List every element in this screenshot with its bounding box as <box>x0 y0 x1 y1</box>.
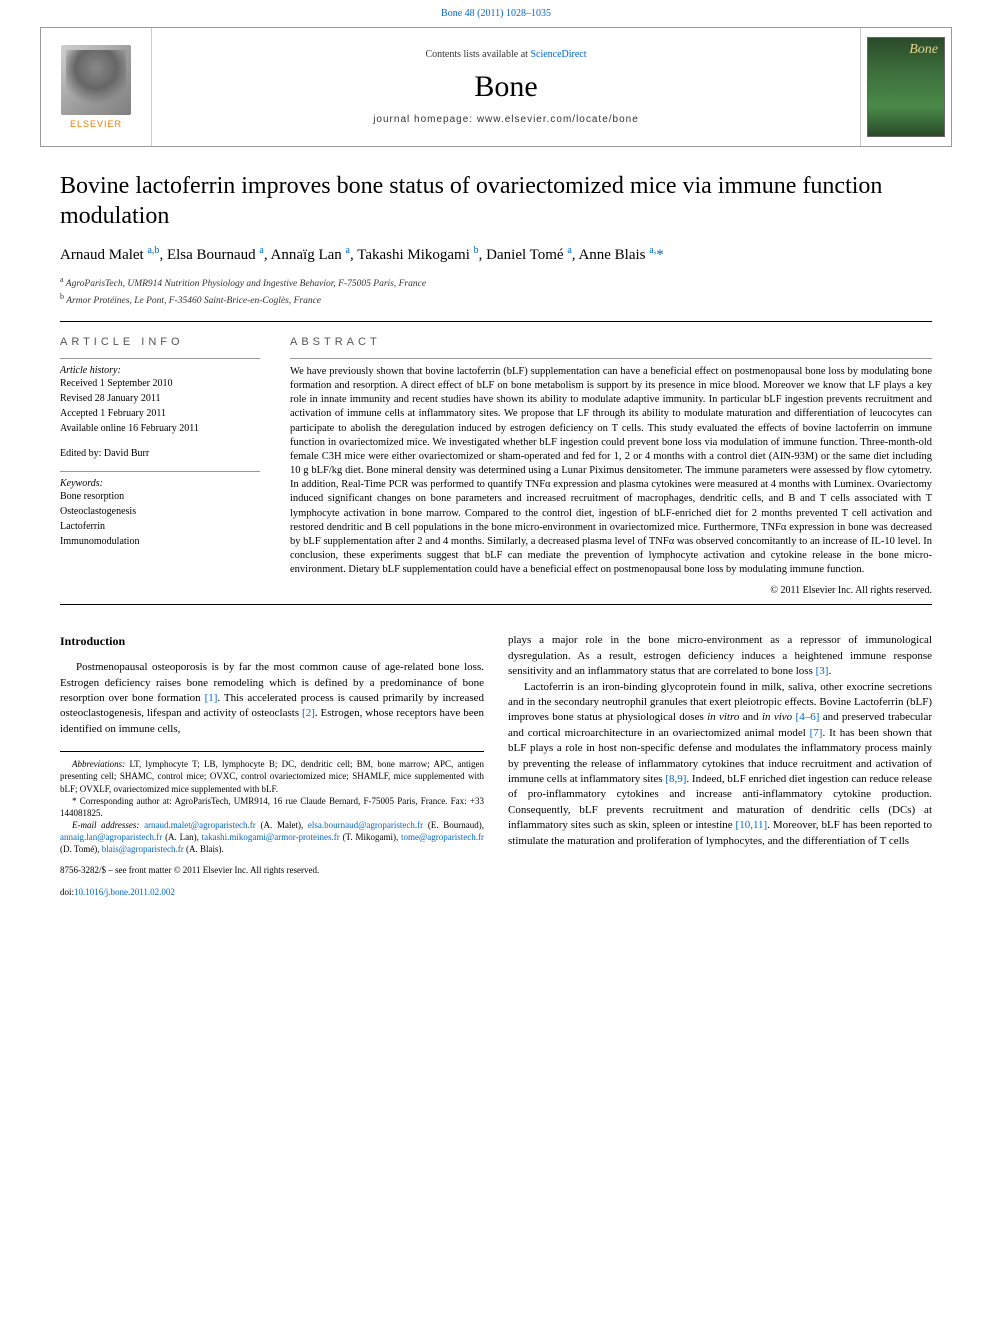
history-received: Received 1 September 2010 <box>60 376 260 391</box>
article-info-heading: ARTICLE INFO <box>60 336 260 348</box>
sciencedirect-link[interactable]: ScienceDirect <box>530 49 586 60</box>
publisher-name: ELSEVIER <box>70 119 122 129</box>
email-who: (E. Bournaud), <box>428 820 484 830</box>
abstract-text: We have previously shown that bovine lac… <box>290 358 932 578</box>
publisher-logo: ELSEVIER <box>41 28 151 146</box>
history-online: Available online 16 February 2011 <box>60 421 260 436</box>
journal-homepage: journal homepage: www.elsevier.com/locat… <box>373 114 639 125</box>
authors-line: Arnaud Malet a,b, Elsa Bournaud a, Annaï… <box>60 245 932 264</box>
abstract-column: ABSTRACT We have previously shown that b… <box>290 336 932 597</box>
intro-text: . <box>828 665 831 677</box>
abbr-label: Abbreviations: <box>72 759 125 769</box>
email-label: E-mail addresses: <box>72 820 139 830</box>
header-citation: Bone 48 (2011) 1028–1035 <box>0 0 992 23</box>
doi-label: doi: <box>60 887 74 897</box>
corresponding-footnote: * Corresponding author at: AgroParisTech… <box>60 795 484 819</box>
keyword: Osteoclastogenesis <box>60 504 260 519</box>
ref-link-8-9[interactable]: [8,9] <box>665 773 686 785</box>
corresponding-star-icon: * <box>656 247 664 263</box>
email-link[interactable]: blais@agroparistech.fr <box>102 844 184 854</box>
issn-line: 8756-3282/$ – see front matter © 2011 El… <box>60 865 484 877</box>
contents-prefix: Contents lists available at <box>425 49 530 60</box>
abstract-copyright: © 2011 Elsevier Inc. All rights reserved… <box>290 585 932 596</box>
doi-link[interactable]: 10.1016/j.bone.2011.02.002 <box>74 887 175 897</box>
ref-link-2[interactable]: [2] <box>302 707 315 719</box>
ref-link-1[interactable]: [1] <box>205 692 218 704</box>
section-rule-lower <box>60 604 932 605</box>
banner-center: Contents lists available at ScienceDirec… <box>151 28 861 146</box>
journal-banner: ELSEVIER Contents lists available at Sci… <box>40 27 952 147</box>
history-accepted: Accepted 1 February 2011 <box>60 406 260 421</box>
email-who: (A. Lan), <box>165 832 199 842</box>
affiliation-b: Armor Protéines, Le Pont, F-35460 Saint-… <box>66 297 321 307</box>
keywords-label: Keywords: <box>60 478 260 489</box>
keywords-list: Bone resorption Osteoclastogenesis Lacto… <box>60 489 260 549</box>
journal-name: Bone <box>474 70 537 104</box>
italic-term: in vivo <box>762 711 792 723</box>
homepage-url: www.elsevier.com/locate/bone <box>477 114 639 125</box>
intro-text: and <box>739 711 762 723</box>
history-label: Article history: <box>60 365 260 376</box>
intro-paragraph-2: plays a major role in the bone micro-env… <box>508 633 932 679</box>
email-link[interactable]: arnaud.malet@agroparistech.fr <box>144 820 256 830</box>
doi-line: doi:10.1016/j.bone.2011.02.002 <box>60 887 484 899</box>
email-link[interactable]: elsa.bournaud@agroparistech.fr <box>308 820 423 830</box>
email-link[interactable]: tome@agroparistech.fr <box>401 832 484 842</box>
affiliations: a AgroParisTech, UMR914 Nutrition Physio… <box>60 274 932 309</box>
email-who: (T. Mikogami), <box>343 832 399 842</box>
homepage-prefix: journal homepage: <box>373 114 477 125</box>
ref-link-4-6[interactable]: [4–6] <box>796 711 820 723</box>
abbreviations-footnote: Abbreviations: LT, lymphocyte T; LB, lym… <box>60 758 484 794</box>
left-column: Introduction Postmenopausal osteoporosis… <box>60 633 484 898</box>
journal-cover <box>861 28 951 146</box>
article-title: Bovine lactoferrin improves bone status … <box>60 171 932 231</box>
email-link[interactable]: takashi.mikogami@armor-proteines.fr <box>202 832 340 842</box>
body-columns: Introduction Postmenopausal osteoporosis… <box>60 633 932 898</box>
section-rule <box>60 321 932 322</box>
intro-paragraph-3: Lactoferrin is an iron-binding glycoprot… <box>508 680 932 849</box>
contents-line: Contents lists available at ScienceDirec… <box>425 49 586 60</box>
email-link[interactable]: annaig.lan@agroparistech.fr <box>60 832 162 842</box>
ref-link-3[interactable]: [3] <box>816 665 829 677</box>
keyword: Bone resorption <box>60 489 260 504</box>
right-column: plays a major role in the bone micro-env… <box>508 633 932 898</box>
ref-link-7[interactable]: [7] <box>810 727 823 739</box>
emails-footnote: E-mail addresses: arnaud.malet@agroparis… <box>60 819 484 855</box>
italic-term: in vitro <box>707 711 739 723</box>
footnotes-block: Abbreviations: LT, lymphocyte T; LB, lym… <box>60 751 484 855</box>
abstract-heading: ABSTRACT <box>290 336 932 348</box>
email-who: (A. Malet), <box>261 820 304 830</box>
email-who: (A. Blais). <box>186 844 224 854</box>
history-revised: Revised 28 January 2011 <box>60 391 260 406</box>
article-info-column: ARTICLE INFO Article history: Received 1… <box>60 336 260 597</box>
keyword: Lactoferrin <box>60 519 260 534</box>
ref-link-10-11[interactable]: [10,11] <box>736 819 768 831</box>
cover-image <box>867 37 945 137</box>
intro-paragraph-1: Postmenopausal osteoporosis is by far th… <box>60 660 484 737</box>
affiliation-a: AgroParisTech, UMR914 Nutrition Physiolo… <box>66 279 426 289</box>
intro-text: plays a major role in the bone micro-env… <box>508 634 932 677</box>
elsevier-tree-icon <box>61 45 131 115</box>
email-who: (D. Tomé), <box>60 844 99 854</box>
edited-by: Edited by: David Burr <box>60 446 260 461</box>
introduction-heading: Introduction <box>60 633 484 650</box>
keyword: Immunomodulation <box>60 534 260 549</box>
